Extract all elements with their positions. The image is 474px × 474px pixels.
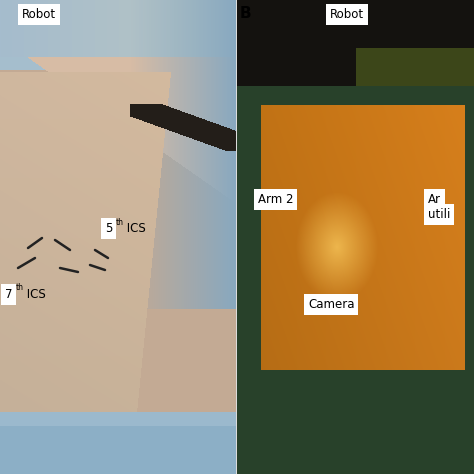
Text: Robot: Robot: [22, 8, 56, 21]
Text: th: th: [116, 218, 124, 227]
Text: Ar: Ar: [428, 193, 441, 206]
Text: Robot: Robot: [330, 8, 364, 21]
Text: 5: 5: [105, 222, 112, 235]
Text: Camera: Camera: [308, 298, 355, 311]
Text: Arm 2: Arm 2: [258, 193, 293, 206]
Text: th: th: [16, 283, 24, 292]
Text: utili: utili: [428, 208, 450, 221]
Text: 7: 7: [5, 288, 12, 301]
Text: ICS: ICS: [23, 288, 46, 301]
Text: ICS: ICS: [123, 222, 146, 235]
Text: B: B: [240, 6, 252, 21]
